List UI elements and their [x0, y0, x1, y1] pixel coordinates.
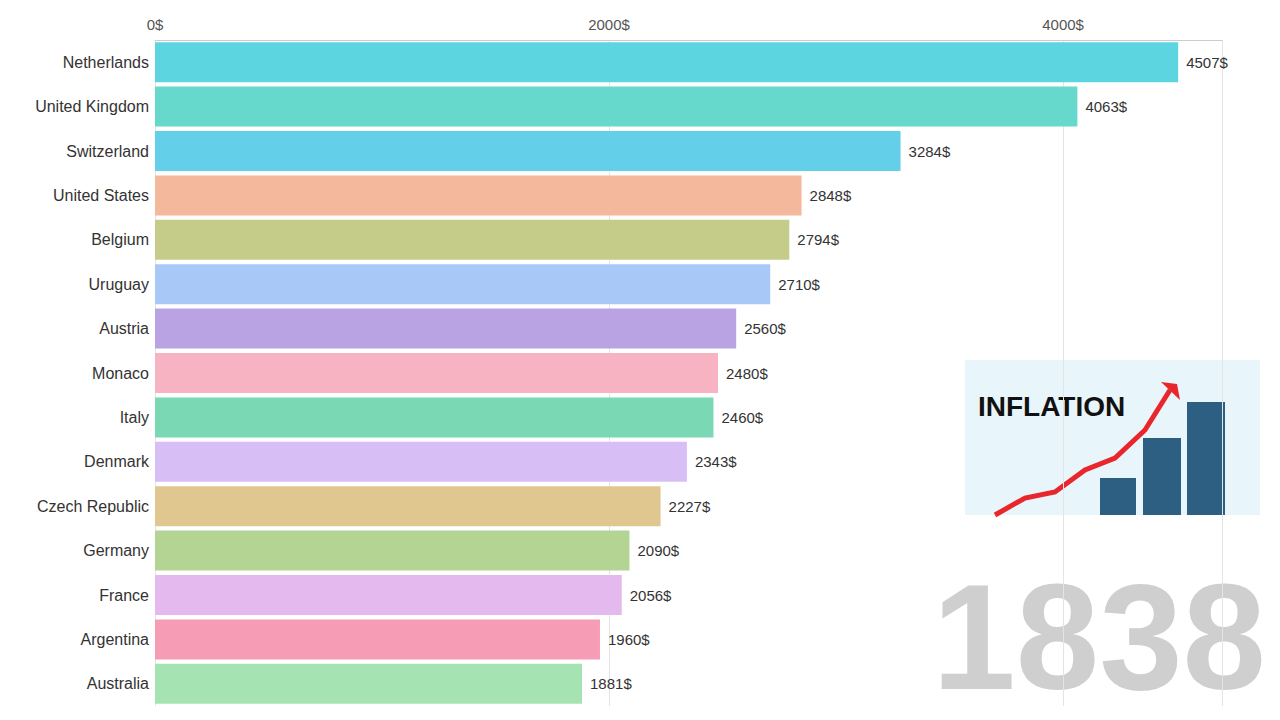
svg-text:Netherlands: Netherlands — [63, 54, 149, 71]
svg-text:Belgium: Belgium — [91, 231, 149, 248]
svg-text:0$: 0$ — [147, 16, 164, 33]
svg-text:Australia: Australia — [87, 675, 149, 692]
svg-text:France: France — [99, 587, 149, 604]
svg-text:2480$: 2480$ — [726, 365, 768, 382]
svg-text:Denmark: Denmark — [84, 453, 150, 470]
svg-text:2090$: 2090$ — [637, 542, 679, 559]
svg-text:Austria: Austria — [99, 320, 149, 337]
svg-text:Uruguay: Uruguay — [89, 276, 149, 293]
svg-text:2848$: 2848$ — [810, 187, 852, 204]
svg-text:Monaco: Monaco — [92, 365, 149, 382]
svg-text:Switzerland: Switzerland — [66, 143, 149, 160]
svg-text:4000$: 4000$ — [1042, 16, 1084, 33]
svg-text:Germany: Germany — [83, 542, 149, 559]
svg-text:Italy: Italy — [120, 409, 149, 426]
svg-text:INFLATION: INFLATION — [978, 391, 1125, 422]
svg-text:2227$: 2227$ — [669, 498, 711, 515]
svg-text:2560$: 2560$ — [744, 320, 786, 337]
svg-text:2794$: 2794$ — [797, 231, 839, 248]
svg-text:2056$: 2056$ — [630, 587, 672, 604]
svg-text:Czech Republic: Czech Republic — [37, 498, 149, 515]
svg-text:1881$: 1881$ — [590, 675, 632, 692]
svg-text:Argentina: Argentina — [81, 631, 150, 648]
svg-text:United States: United States — [53, 187, 149, 204]
svg-text:3284$: 3284$ — [909, 143, 951, 160]
svg-text:1960$: 1960$ — [608, 631, 650, 648]
svg-text:2000$: 2000$ — [588, 16, 630, 33]
svg-text:2343$: 2343$ — [695, 453, 737, 470]
svg-text:4063$: 4063$ — [1085, 98, 1127, 115]
svg-text:1838: 1838 — [932, 553, 1266, 720]
svg-text:2460$: 2460$ — [721, 409, 763, 426]
svg-text:2710$: 2710$ — [778, 276, 820, 293]
svg-text:United Kingdom: United Kingdom — [35, 98, 149, 115]
svg-text:4507$: 4507$ — [1186, 54, 1228, 71]
